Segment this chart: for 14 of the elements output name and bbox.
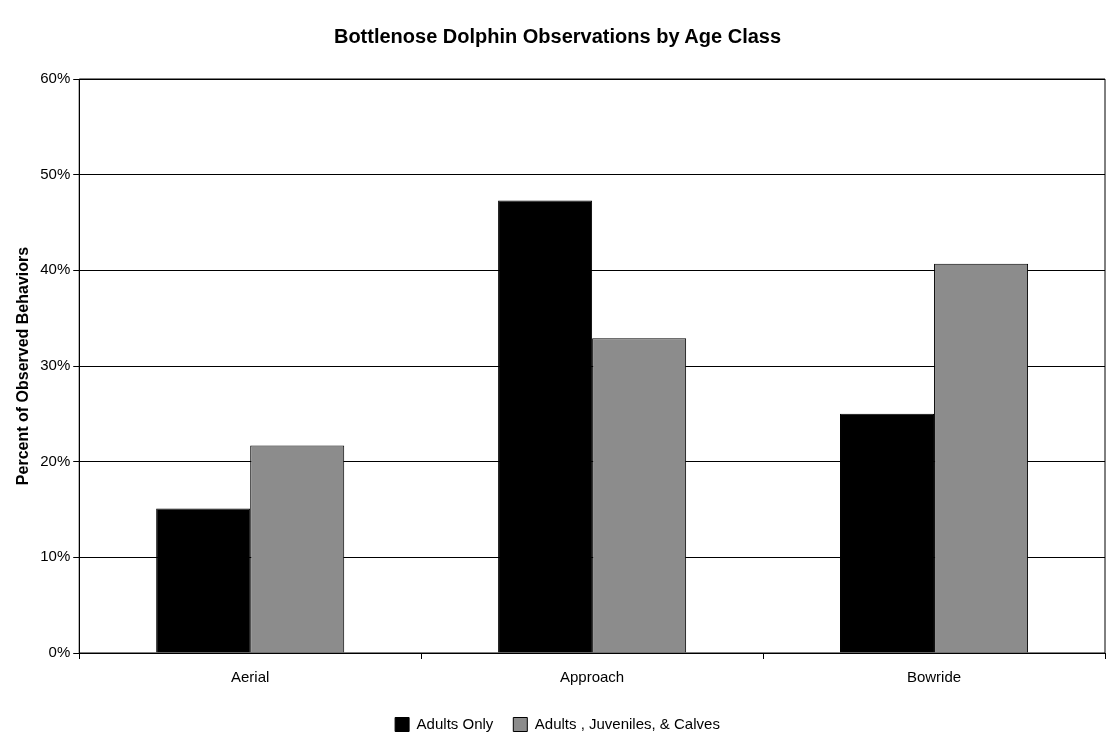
y-tick-label: 30% <box>40 356 71 374</box>
y-axis-title: Percent of Observed Behaviors <box>14 246 32 486</box>
y-tick-label: 10% <box>40 547 71 565</box>
x-tick-label: Approach <box>560 668 625 686</box>
chart-title: Bottlenose Dolphin Observations by Age Class <box>333 24 782 47</box>
legend-label: Adults Only <box>416 714 494 732</box>
y-tick-label: 60% <box>40 69 71 87</box>
x-tick-label: Bowride <box>906 668 962 686</box>
y-tick-label: 40% <box>40 260 71 278</box>
x-tick-label: Aerial <box>231 668 270 686</box>
y-tick-label: 20% <box>40 451 71 469</box>
legend-label: Adults , Juveniles, & Calves <box>534 714 720 732</box>
y-tick-label: 0% <box>48 643 71 661</box>
y-tick-label: 50% <box>40 164 71 182</box>
